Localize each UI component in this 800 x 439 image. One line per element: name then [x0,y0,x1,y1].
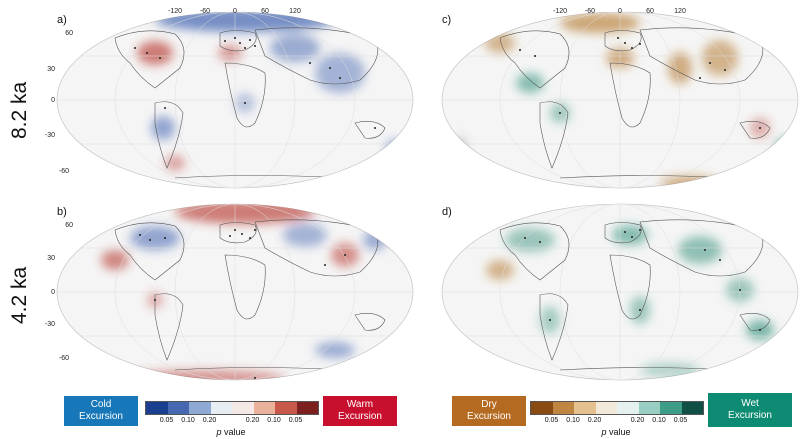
legend-hydro-colorbar [530,401,704,415]
colorbar-tick-label: 0.05 [288,417,303,424]
colorbar-tick-label: 0.05 [544,417,559,424]
colorbar-swatch [253,402,275,414]
row-label-8-2-ka: 8.2 ka [8,81,31,139]
lon-tick: 120 [674,8,686,15]
colorbar-swatch [660,402,682,414]
colorbar-swatch [167,402,189,414]
legend-dry-label: Dry Excursion [467,399,511,422]
colorbar-tick-label: 0.20 [202,417,217,424]
colorbar-tick-label: 0.20 [630,417,645,424]
colorbar-swatch [574,402,596,414]
lat-tick: 30 [47,66,55,73]
lon-tick: 60 [261,8,269,15]
lon-tick: -60 [584,8,596,15]
map-panel-c: c) -120 -60 0 60 120 [440,8,800,190]
lat-tick: 30 [47,255,55,262]
p-italic: p [601,427,607,437]
map-c-svg [441,11,799,189]
lat-tick: -60 [58,168,69,175]
colorbar-tick-label: 0.10 [566,417,580,424]
excursion-shading [137,12,405,171]
map-a-svg [56,11,414,189]
legend-temperature-colorbar [145,401,319,415]
proxy-sites [524,229,761,331]
lon-tick: 0 [618,8,622,15]
lat-tick: 60 [65,222,73,229]
colorbar-swatch [296,402,318,414]
colorbar-tick-label: 0.05 [159,417,174,424]
map-panel-b: b) 60 30 0 -30 -60 [45,200,415,382]
legend-cold-excursion: Cold Excursion [64,396,138,426]
legend-temperature-axis-label: p value [216,427,245,437]
legend-dry-excursion: Dry Excursion [452,396,526,426]
lat-tick: 0 [51,289,55,296]
lon-tick: -120 [552,8,568,15]
colorbar-swatch [681,402,703,414]
legend-hydro-axis-label: p value [601,427,630,437]
colorbar-swatch [146,402,168,414]
colorbar-swatch [595,402,617,414]
continent-outlines [499,219,771,371]
legend-cold-label: Cold Excursion [79,399,123,422]
lat-tick: 60 [65,30,73,37]
colorbar-tick-label: 0.10 [267,417,281,424]
lon-tick: 120 [289,8,301,15]
colorbar-tick-label: 0.05 [673,417,688,424]
p-italic: p [216,427,222,437]
lat-tick: 0 [51,97,55,104]
lon-tick: 60 [646,8,654,15]
map-panel-a: a) -120 -60 0 60 120 60 30 0 -30 -60 [45,8,415,190]
lat-tick: -30 [44,132,55,139]
colorbar-swatch [552,402,574,414]
colorbar-swatch [617,402,639,414]
legend-wet-excursion: Wet Excursion [708,393,792,427]
colorbar-swatch [210,402,232,414]
panel-label-b: b) [57,206,67,218]
value-text: value [221,427,246,437]
proxy-sites [139,229,346,379]
lat-tick: -30 [44,321,55,328]
value-text: value [606,427,631,437]
legend-warm-label: Warm Excursion [338,399,382,422]
colorbar-tick-label: 0.10 [652,417,666,424]
colorbar-swatch [531,402,553,414]
lon-tick: -120 [167,8,183,15]
map-d-svg [441,203,799,381]
colorbar-swatch [638,402,660,414]
colorbar-swatch [189,402,211,414]
map-panel-d: d) [440,200,800,382]
legend-wet-label: Wet Excursion [728,398,772,421]
lon-tick: 0 [233,8,237,15]
legend-warm-excursion: Warm Excursion [323,396,397,426]
lat-tick: -60 [58,355,69,362]
panel-label-a: a) [57,14,67,26]
map-b-svg [56,203,414,381]
panel-label-c: c) [442,14,452,26]
colorbar-swatch [275,402,297,414]
colorbar-swatch [232,402,254,414]
lon-tick: -60 [199,8,211,15]
colorbar-tick-label: 0.10 [181,417,195,424]
panel-label-d: d) [442,206,452,218]
colorbar-tick-label: 0.20 [245,417,260,424]
colorbar-tick-label: 0.20 [587,417,602,424]
